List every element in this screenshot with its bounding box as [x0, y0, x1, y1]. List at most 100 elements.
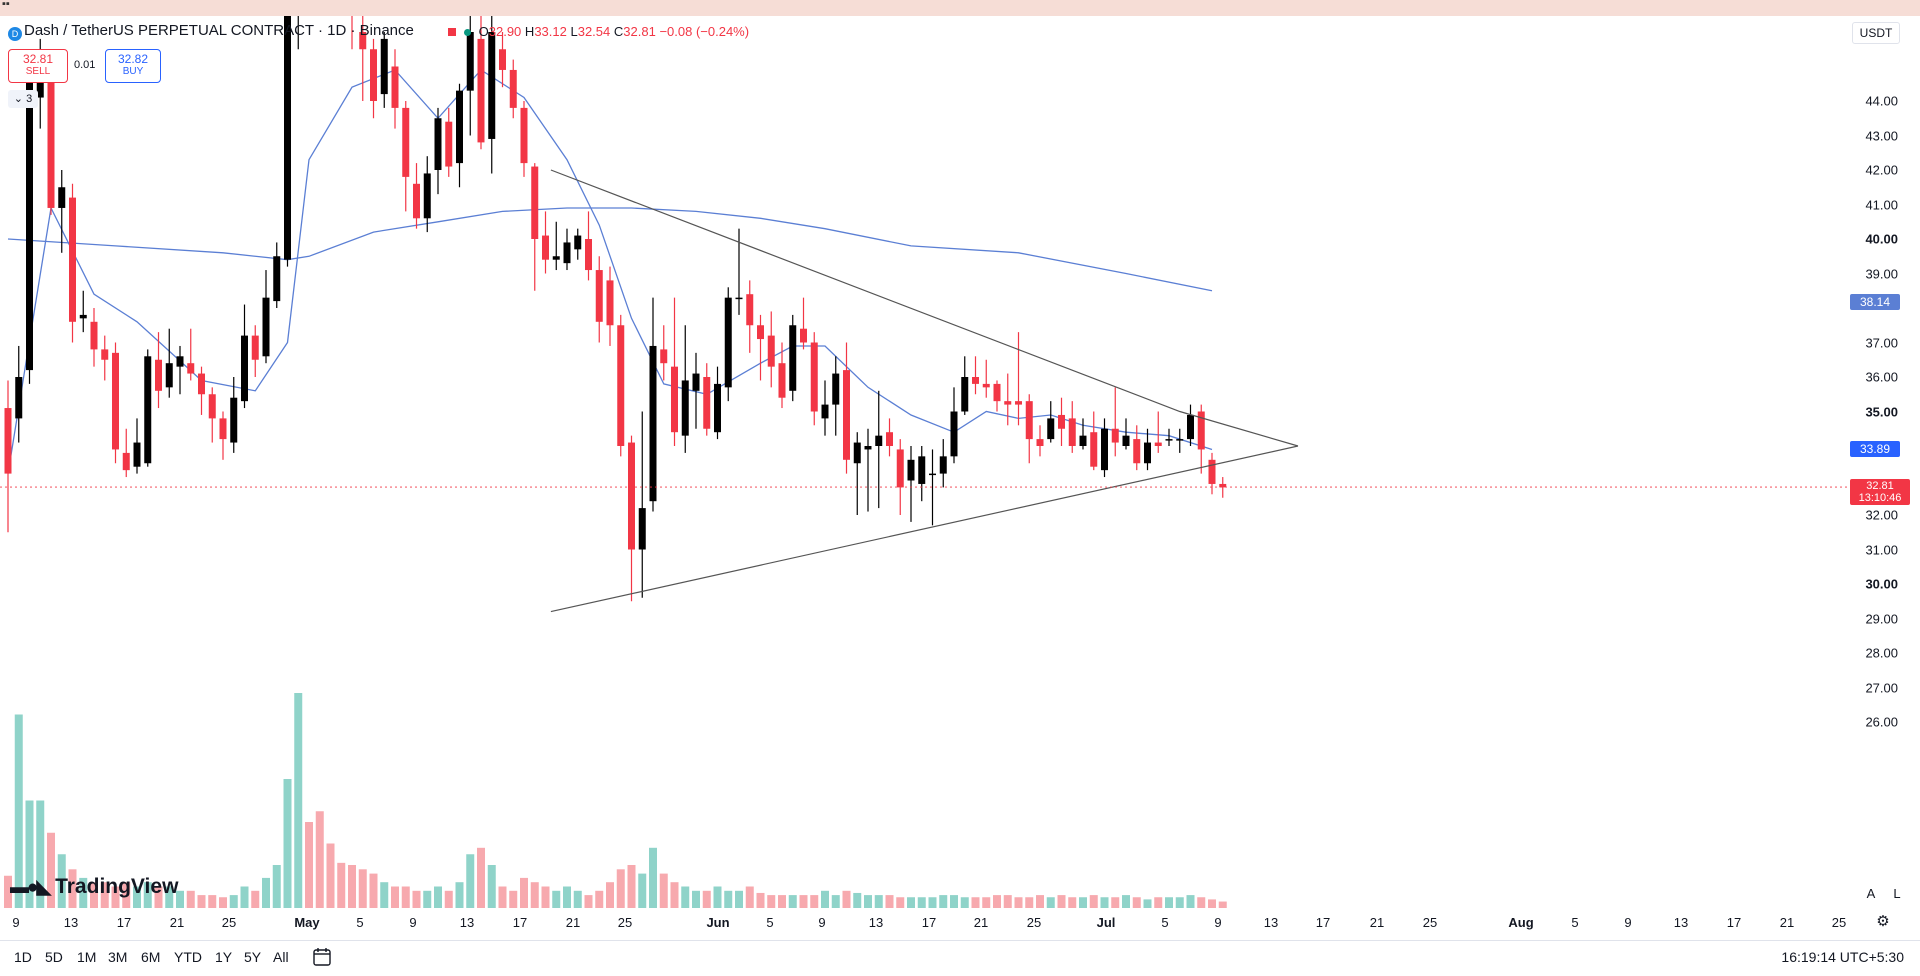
price-chart[interactable]	[0, 16, 1848, 940]
symbol-title: Dash / TetherUS PERPETUAL CONTRACT · 1D …	[24, 22, 414, 39]
currency-select[interactable]: USDT	[1852, 22, 1900, 44]
volume-bar	[133, 886, 141, 908]
range-button-5y[interactable]: 5Y	[244, 949, 262, 965]
candle-body	[90, 321, 98, 350]
time-scale[interactable]: 9 13 17 21 25 May 5 9 13 17 21 25 Jun 5 9 13 17 21 25 Jul 5 9…	[0, 908, 1848, 938]
candle-body	[1004, 401, 1012, 405]
clock[interactable]: 16:19:14 UTC+5:30	[1781, 949, 1904, 965]
volume-bar	[831, 895, 840, 908]
range-button-1y[interactable]: 1Y	[215, 949, 233, 965]
sell-label: SELL	[25, 66, 51, 77]
candle-body	[1090, 432, 1098, 467]
chart-pane[interactable]	[0, 16, 1848, 940]
calendar-goto-icon[interactable]	[312, 947, 332, 967]
volume-bar	[90, 882, 98, 908]
candle-body	[112, 352, 119, 450]
volume-bar	[466, 854, 475, 908]
candle-body	[413, 183, 420, 219]
volume-bar	[638, 873, 647, 908]
time-scale-label: 25	[617, 915, 633, 930]
volume-bar	[412, 890, 421, 908]
volume-bar	[778, 895, 786, 908]
buy-price: 32.82	[117, 52, 149, 66]
indicators-collapse-button[interactable]: ⌄ 3	[8, 90, 38, 108]
buy-button[interactable]: 32.82 BUY	[105, 49, 161, 83]
volume-bar	[14, 714, 23, 908]
candle-body	[972, 377, 979, 384]
candle-body	[531, 166, 539, 239]
volume-bar	[1175, 897, 1184, 908]
range-button-5d[interactable]: 5D	[45, 949, 63, 965]
range-button-1d[interactable]: 1D	[14, 949, 32, 965]
volume-bar	[68, 869, 77, 908]
close-value: 32.81	[623, 24, 656, 39]
candle-body	[58, 187, 66, 208]
log-scale-button[interactable]: L	[1886, 884, 1908, 904]
range-button-ytd[interactable]: YTD	[174, 949, 202, 965]
volume-bar	[294, 693, 303, 908]
volume-bar	[530, 882, 539, 908]
candle-body	[649, 345, 657, 502]
candle-body	[681, 380, 689, 436]
candle-body	[918, 456, 926, 484]
volume-bar	[853, 892, 862, 908]
price-scale-label: 40.00	[1865, 231, 1898, 247]
last-price: 32.81	[1866, 480, 1894, 493]
range-button-6m[interactable]: 6M	[141, 949, 161, 965]
bottom-toolbar: 1D 5D 1M 3M 6M YTD 1Y 5Y All 16:19:14 UTC+5:30	[0, 940, 1920, 976]
candle-body	[251, 335, 259, 360]
time-scale-label: 5	[356, 915, 364, 930]
change-value: −0.08 (−0.24%)	[659, 24, 750, 39]
volume-bar	[369, 873, 378, 908]
time-scale-label: Jun	[706, 915, 730, 930]
layout-grid-icon[interactable]: ▪▪	[2, 0, 10, 10]
close-label: C	[613, 24, 624, 39]
time-scale-label: 5	[1571, 915, 1579, 930]
candle-body	[144, 356, 152, 464]
range-button-all[interactable]: All	[273, 949, 289, 965]
market-status-icon	[464, 29, 471, 36]
time-scale-label: 17	[512, 915, 528, 930]
symbol-legend[interactable]: D Dash / TetherUS PERPETUAL CONTRACT · 1D…	[8, 22, 414, 41]
range-button-3m[interactable]: 3M	[108, 949, 128, 965]
volume-bar	[1036, 895, 1044, 908]
candle-body	[176, 356, 184, 367]
volume-bar	[842, 890, 851, 908]
candle-body	[563, 242, 571, 264]
time-scale-label: 9	[12, 915, 20, 930]
volume-bar	[1068, 897, 1077, 908]
auto-scale-button[interactable]: A	[1860, 884, 1882, 904]
candle-body	[628, 442, 635, 550]
volume-bar	[595, 890, 604, 908]
sell-button[interactable]: 32.81 SELL	[8, 49, 68, 83]
time-scale-label: 9	[409, 915, 417, 930]
top-strip: ▪▪	[0, 0, 1920, 16]
candle-body	[1122, 435, 1130, 446]
candle-body	[477, 38, 485, 143]
low-value: 32.54	[577, 24, 611, 39]
candle-body	[1219, 483, 1227, 488]
volume-bar	[874, 895, 883, 908]
candle-body	[1111, 428, 1119, 443]
volume-bar	[79, 877, 88, 908]
price-scale[interactable]: 44.00 43.00 42.00 41.00 40.00 39.00 37.00 36.00…	[1848, 16, 1920, 940]
candle-body	[671, 366, 678, 433]
volume-bar	[380, 882, 389, 908]
volume-bar	[477, 847, 485, 908]
volume-bar	[907, 897, 915, 908]
volume-bar	[982, 897, 991, 908]
dash-coin-icon: D	[8, 27, 22, 41]
volume-bar	[627, 865, 636, 908]
candle-body	[832, 373, 840, 405]
candle-body	[1068, 418, 1076, 446]
time-scale-label: 21	[973, 915, 989, 930]
volume-bar	[36, 800, 45, 908]
volume-bar	[1057, 895, 1066, 908]
price-scale-label: 30.00	[1865, 576, 1898, 592]
candle-body	[950, 411, 958, 457]
candle-body	[929, 473, 936, 476]
range-button-1m[interactable]: 1M	[77, 949, 97, 965]
volume-bar	[208, 895, 217, 908]
candle-body	[767, 335, 775, 367]
settings-gear-icon[interactable]: ⚙	[1872, 912, 1894, 932]
